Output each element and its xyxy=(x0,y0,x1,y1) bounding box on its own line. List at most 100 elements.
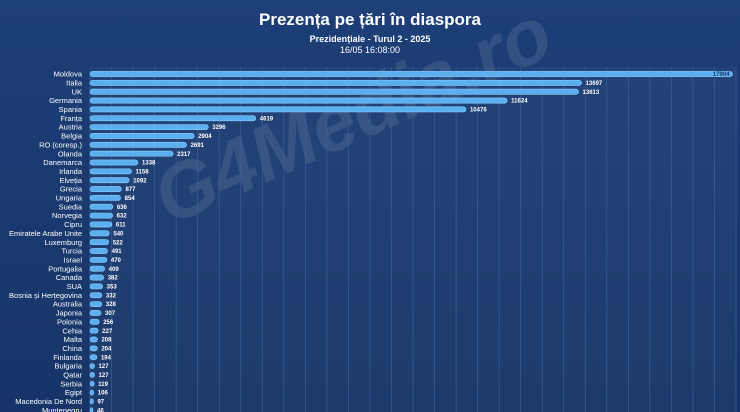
value-label: 227 xyxy=(102,329,113,335)
category-label: Macedonia De Nord xyxy=(15,397,82,406)
category-label: Bulgaria xyxy=(54,362,82,371)
category-label: Israel xyxy=(64,255,83,264)
bar xyxy=(89,265,105,272)
bar xyxy=(89,398,94,405)
bar xyxy=(89,71,733,77)
bar xyxy=(89,310,102,316)
value-label: 2317 xyxy=(177,152,191,158)
value-label: 17904 xyxy=(713,72,730,78)
value-label: 611 xyxy=(116,223,126,229)
value-label: 307 xyxy=(105,311,116,317)
value-label: 2691 xyxy=(191,143,205,149)
value-label: 877 xyxy=(125,187,136,193)
chart-subtitle: Prezidențiale - Turul 2 - 2025 xyxy=(309,34,431,44)
value-label: 4619 xyxy=(260,116,274,122)
bar xyxy=(89,221,113,228)
bar xyxy=(89,327,99,334)
category-label: Portugalia xyxy=(48,264,83,273)
category-label: Qatar xyxy=(63,371,82,380)
value-label: 1158 xyxy=(136,169,150,175)
bar xyxy=(89,124,209,130)
category-label: Japonia xyxy=(56,309,83,318)
category-label: Elveția xyxy=(59,176,82,185)
bar xyxy=(89,354,98,361)
bar xyxy=(89,168,132,175)
value-label: 11624 xyxy=(511,99,528,105)
bar xyxy=(89,230,110,237)
bar xyxy=(89,274,105,281)
category-label: Italia xyxy=(66,78,83,87)
value-label: 470 xyxy=(111,258,122,264)
category-label: Grecia xyxy=(60,185,83,194)
value-label: 332 xyxy=(106,293,117,299)
chart-title: Prezența pe țări în diaspora xyxy=(258,10,481,29)
value-label: 106 xyxy=(98,391,109,397)
value-label: 97 xyxy=(97,400,104,406)
category-label: Australia xyxy=(53,300,83,309)
value-label: 256 xyxy=(103,320,114,326)
bar xyxy=(89,106,467,113)
bar xyxy=(89,97,508,104)
bar xyxy=(89,177,130,184)
category-label: Turcia xyxy=(61,247,82,256)
bar xyxy=(89,212,113,219)
bar xyxy=(89,283,103,290)
category-label: Danemarca xyxy=(43,158,83,167)
category-label: Luxemburg xyxy=(44,238,82,247)
bar xyxy=(89,239,110,246)
bar xyxy=(89,292,103,299)
category-label: Egipt xyxy=(65,388,83,397)
category-label: Cehia xyxy=(62,326,82,335)
bar xyxy=(89,389,95,396)
bar xyxy=(89,203,114,210)
value-label: 632 xyxy=(117,214,128,220)
category-label: Olanda xyxy=(58,149,83,158)
category-label: Irlanda xyxy=(59,167,83,176)
category-label: Franța xyxy=(60,114,83,123)
bar xyxy=(89,133,195,139)
category-label: Austria xyxy=(59,123,83,132)
category-label: Polonia xyxy=(57,317,83,326)
bar xyxy=(89,336,98,343)
value-label: 208 xyxy=(101,338,112,344)
value-label: 854 xyxy=(125,196,136,202)
value-label: 2904 xyxy=(198,134,212,140)
category-label: Germania xyxy=(49,96,83,105)
chart-timestamp: 16/05 16:08:00 xyxy=(339,45,401,55)
value-label: 10476 xyxy=(470,108,487,114)
bar xyxy=(89,363,95,369)
value-label: 409 xyxy=(109,267,120,273)
category-label: Norvegia xyxy=(52,211,83,220)
bar xyxy=(89,345,98,352)
bar xyxy=(89,318,100,325)
bar xyxy=(89,195,121,201)
category-label: Ungaria xyxy=(56,194,83,203)
category-label: Moldova xyxy=(54,70,83,79)
bar xyxy=(89,141,187,148)
value-label: 13613 xyxy=(583,90,600,96)
category-label: Bosnia și Herțegovina xyxy=(9,291,83,300)
category-label: SUA xyxy=(67,282,82,291)
category-label: Belgia xyxy=(61,132,83,141)
bar xyxy=(89,256,108,263)
value-label: 127 xyxy=(99,364,110,370)
category-label: Spania xyxy=(59,105,83,114)
value-label: 1338 xyxy=(142,161,156,167)
value-label: 194 xyxy=(101,355,112,361)
category-label: Suedia xyxy=(59,202,83,211)
bar xyxy=(89,371,95,378)
value-label: 119 xyxy=(98,382,108,388)
category-label: UK xyxy=(72,87,82,96)
bar xyxy=(89,115,257,122)
bar xyxy=(89,150,174,157)
value-label: 382 xyxy=(108,276,119,282)
value-label: 3296 xyxy=(212,125,226,131)
value-label: 127 xyxy=(99,373,110,379)
value-label: 1092 xyxy=(133,178,147,184)
category-label: Cipru xyxy=(64,220,82,229)
value-label: 46 xyxy=(97,408,104,412)
bar xyxy=(89,380,95,387)
category-label: China xyxy=(62,344,82,353)
category-label: Canada xyxy=(56,273,83,282)
